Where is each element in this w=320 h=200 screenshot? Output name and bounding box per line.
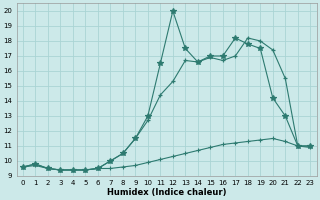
- X-axis label: Humidex (Indice chaleur): Humidex (Indice chaleur): [107, 188, 226, 197]
